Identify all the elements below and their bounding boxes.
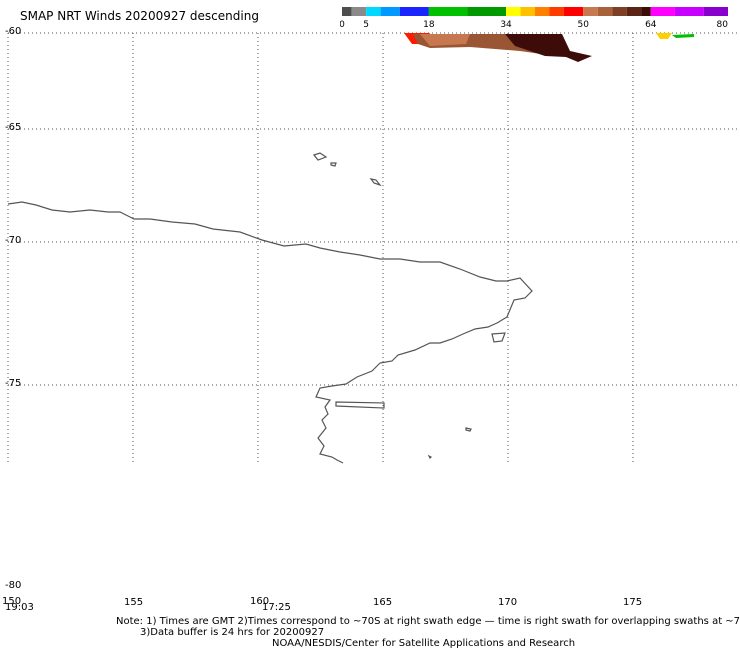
time-label-1725: 17:25 [262, 602, 291, 613]
wind-speed-colorbar: 0 5 18 34 50 64 80 [340, 7, 729, 28]
graticule [7, 32, 740, 465]
colorbar-tick-label: 34 [500, 20, 512, 28]
colorbar-segment [703, 7, 728, 16]
colorbar-segment [351, 7, 367, 16]
colorbar-segment [612, 7, 627, 16]
colorbar-tick-label: 0 [340, 20, 345, 28]
colorbar-segment [641, 7, 651, 16]
wind-swath [404, 33, 694, 62]
island-1 [312, 152, 328, 161]
colorbar-segment [583, 7, 598, 16]
footnote-line-1: Note: 1) Times are GMT 2)Times correspon… [116, 616, 740, 627]
island-3 [369, 178, 382, 187]
colorbar-segment [342, 7, 352, 16]
lat-label-65: -65 [5, 122, 22, 133]
swath-small-green [672, 34, 694, 38]
lat-label-80: -80 [5, 580, 22, 591]
colorbar-segment [366, 7, 381, 16]
island-2 [330, 162, 337, 167]
colorbar-tick-label: 5 [363, 20, 369, 28]
colorbar-segment [674, 7, 704, 16]
lat-label-75: -75 [5, 378, 22, 389]
colorbar-segment [520, 7, 535, 16]
colorbar-segment [506, 7, 521, 16]
colorbar-segment [650, 7, 675, 16]
time-label-1903: 19:03 [5, 602, 34, 613]
swath-small-yellow [656, 33, 672, 39]
lon-label-155: 155 [124, 597, 144, 608]
footnote-line-2: 3)Data buffer is 24 hrs for 20200927 [140, 627, 325, 638]
colorbar-segment [626, 7, 642, 16]
island-4 [465, 427, 472, 432]
lat-label-70: -70 [5, 235, 22, 246]
coastline-ice-shelf [335, 401, 385, 409]
lat-label-60: -60 [5, 26, 22, 37]
colorbar-segment [563, 7, 584, 16]
colorbar-tick-label: 64 [645, 20, 657, 28]
colorbar-segment [399, 7, 429, 16]
colorbar-tick-label: 50 [578, 20, 590, 28]
swath-light [420, 34, 470, 46]
lon-label-160: 160 [250, 596, 270, 607]
footnote-line-3: NOAA/NESDIS/Center for Satellite Applica… [272, 638, 576, 649]
colorbar-segment [597, 7, 613, 16]
colorbar-tick-label: 18 [423, 20, 435, 28]
colorbar-tick-label: 80 [717, 20, 729, 28]
colorbar-segment [380, 7, 400, 16]
coastline-bay [491, 332, 506, 343]
island-5 [427, 454, 433, 460]
coastline [7, 152, 533, 464]
lon-label-170: 170 [498, 597, 518, 608]
lon-label-175: 175 [623, 597, 643, 608]
coastline-main [7, 201, 533, 464]
lon-label-150: 150 [2, 596, 22, 607]
colorbar-segment [535, 7, 550, 16]
swath-dark [505, 34, 592, 62]
colorbar-segment [428, 7, 468, 16]
colorbar-segment [549, 7, 564, 16]
colorbar-segment [467, 7, 507, 16]
lon-label-165: 165 [373, 597, 393, 608]
map-title: SMAP NRT Winds 20200927 descending [20, 9, 259, 23]
